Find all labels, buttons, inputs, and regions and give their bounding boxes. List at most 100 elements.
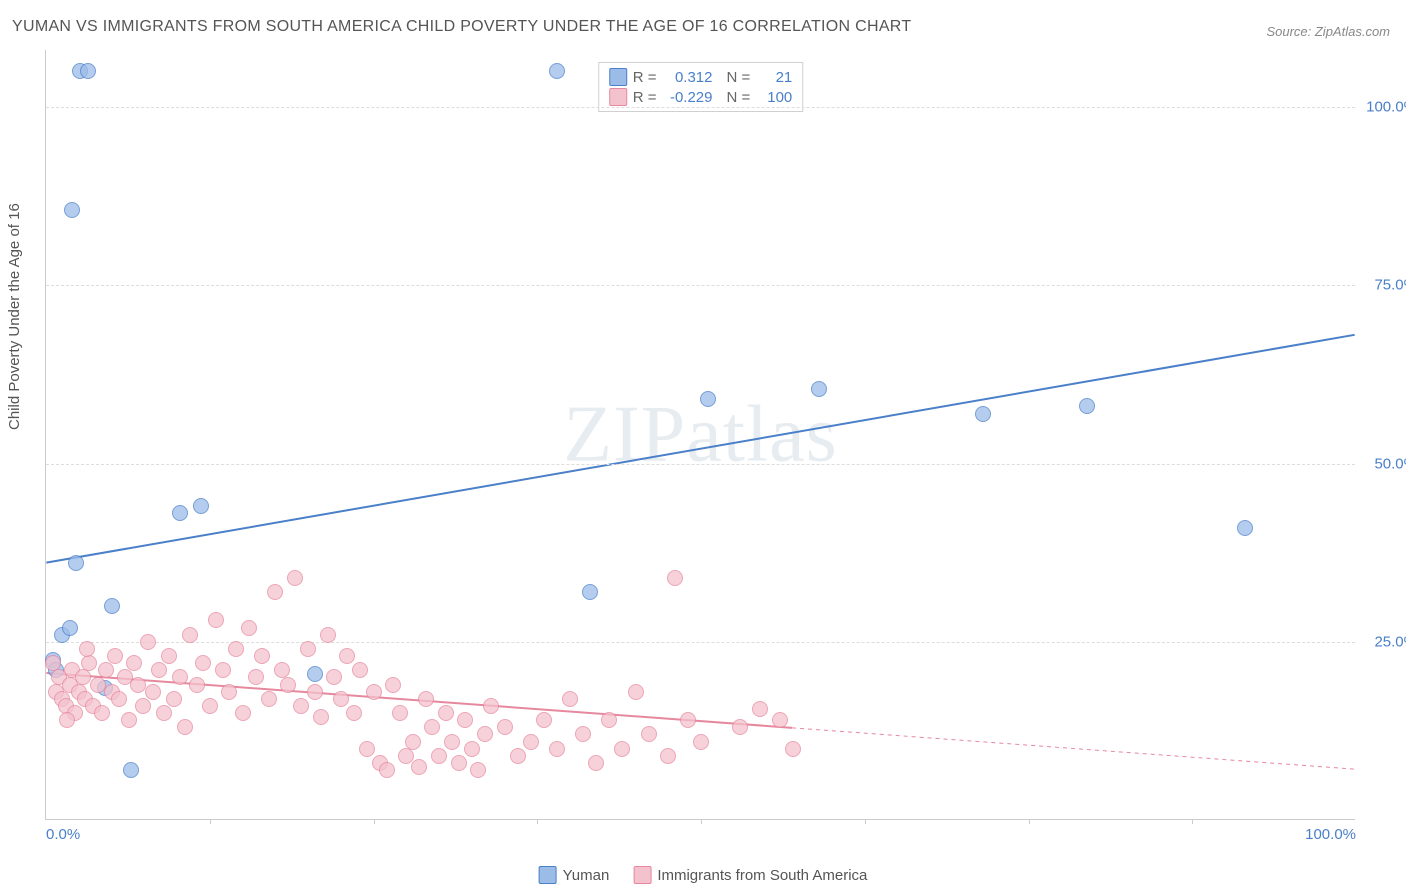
stats-n-value: 21	[756, 69, 792, 86]
stats-r-label: R =	[633, 69, 657, 86]
scatter-point	[680, 712, 696, 728]
scatter-point	[177, 719, 193, 735]
scatter-point	[307, 684, 323, 700]
scatter-point	[241, 620, 257, 636]
scatter-point	[693, 734, 709, 750]
scatter-point	[280, 677, 296, 693]
legend-swatch	[539, 866, 557, 884]
scatter-point	[588, 755, 604, 771]
scatter-point	[418, 691, 434, 707]
scatter-point	[333, 691, 349, 707]
stats-r-value: -0.229	[663, 89, 713, 106]
trend-line	[46, 335, 1354, 563]
scatter-point	[59, 712, 75, 728]
ytick-label: 50.0%	[1374, 455, 1406, 472]
scatter-point	[549, 741, 565, 757]
legend-label: Immigrants from South America	[657, 867, 867, 884]
scatter-point	[1237, 520, 1253, 536]
scatter-point	[549, 63, 565, 79]
scatter-point	[470, 762, 486, 778]
plot-area: ZIPatlas R =0.312N =21R =-0.229N =100 25…	[45, 50, 1355, 820]
scatter-point	[523, 734, 539, 750]
scatter-point	[451, 755, 467, 771]
stats-n-label: N =	[727, 69, 751, 86]
scatter-point	[438, 705, 454, 721]
scatter-point	[497, 719, 513, 735]
scatter-point	[464, 741, 480, 757]
gridline	[46, 464, 1355, 465]
scatter-point	[130, 677, 146, 693]
gridline	[46, 642, 1355, 643]
scatter-point	[320, 627, 336, 643]
scatter-point	[339, 648, 355, 664]
scatter-point	[293, 698, 309, 714]
scatter-point	[811, 381, 827, 397]
scatter-point	[193, 498, 209, 514]
scatter-point	[614, 741, 630, 757]
scatter-point	[385, 677, 401, 693]
scatter-point	[346, 705, 362, 721]
scatter-point	[215, 662, 231, 678]
xtick-minor	[1029, 819, 1030, 824]
scatter-point	[667, 570, 683, 586]
scatter-point	[145, 684, 161, 700]
scatter-point	[575, 726, 591, 742]
scatter-point	[267, 584, 283, 600]
scatter-point	[424, 719, 440, 735]
gridline	[46, 107, 1355, 108]
scatter-point	[379, 762, 395, 778]
scatter-point	[510, 748, 526, 764]
stats-box: R =0.312N =21R =-0.229N =100	[598, 62, 804, 112]
gridline	[46, 285, 1355, 286]
scatter-point	[582, 584, 598, 600]
scatter-point	[172, 669, 188, 685]
xtick-minor	[537, 819, 538, 824]
scatter-point	[94, 705, 110, 721]
scatter-point	[300, 641, 316, 657]
scatter-point	[405, 734, 421, 750]
bottom-legend: YumanImmigrants from South America	[539, 866, 868, 884]
scatter-point	[287, 570, 303, 586]
stats-r-value: 0.312	[663, 69, 713, 86]
scatter-point	[700, 391, 716, 407]
scatter-point	[64, 202, 80, 218]
scatter-point	[772, 712, 788, 728]
scatter-point	[411, 759, 427, 775]
xtick-label: 100.0%	[1305, 826, 1356, 843]
scatter-point	[121, 712, 137, 728]
scatter-point	[161, 648, 177, 664]
chart-container: YUMAN VS IMMIGRANTS FROM SOUTH AMERICA C…	[0, 0, 1406, 892]
scatter-point	[444, 734, 460, 750]
xtick-minor	[1192, 819, 1193, 824]
source-label: Source: ZipAtlas.com	[1266, 24, 1390, 39]
chart-title: YUMAN VS IMMIGRANTS FROM SOUTH AMERICA C…	[12, 18, 911, 36]
scatter-point	[140, 634, 156, 650]
scatter-point	[62, 620, 78, 636]
xtick-minor	[210, 819, 211, 824]
scatter-point	[208, 612, 224, 628]
scatter-point	[536, 712, 552, 728]
scatter-point	[732, 719, 748, 735]
scatter-point	[79, 641, 95, 657]
trend-line-dashed	[792, 728, 1355, 769]
scatter-point	[189, 677, 205, 693]
stats-n-label: N =	[727, 89, 751, 106]
ytick-label: 100.0%	[1366, 99, 1406, 116]
scatter-point	[81, 655, 97, 671]
trend-lines-svg	[46, 50, 1355, 819]
scatter-point	[254, 648, 270, 664]
scatter-point	[123, 762, 139, 778]
scatter-point	[1079, 398, 1095, 414]
scatter-point	[68, 555, 84, 571]
scatter-point	[392, 705, 408, 721]
ytick-label: 25.0%	[1374, 633, 1406, 650]
y-axis-label: Child Poverty Under the Age of 16	[6, 203, 23, 430]
scatter-point	[313, 709, 329, 725]
scatter-point	[135, 698, 151, 714]
scatter-point	[98, 662, 114, 678]
scatter-point	[457, 712, 473, 728]
scatter-point	[562, 691, 578, 707]
scatter-point	[151, 662, 167, 678]
stats-swatch	[609, 88, 627, 106]
scatter-point	[431, 748, 447, 764]
